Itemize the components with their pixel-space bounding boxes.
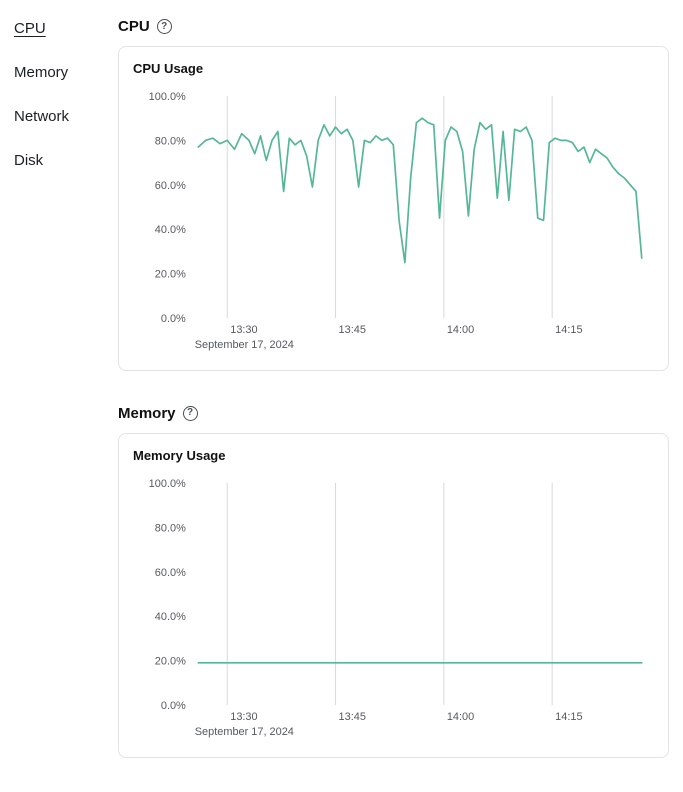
cpu-section-title: CPU: [118, 18, 150, 35]
cpu-section: CPU ? CPU Usage 0.0% 20.0% 40.0% 60.0% 80.0%…: [118, 18, 669, 371]
memory-usage-card: Memory Usage 0.0% 20.0% 40.0% 60.0% 80.0% 100…: [118, 432, 669, 758]
memory-section: Memory ? Memory Usage 0.0% 20.0% 40.0% 60.0…: [118, 405, 669, 758]
sidebar-item-cpu[interactable]: CPU: [14, 20, 46, 37]
svg-text:13:30: 13:30: [230, 711, 257, 723]
svg-text:20.0%: 20.0%: [155, 656, 186, 668]
cpu-section-header: CPU ?: [118, 18, 669, 35]
svg-text:0.0%: 0.0%: [161, 313, 186, 325]
sidebar-item-disk[interactable]: Disk: [14, 152, 44, 169]
svg-text:20.0%: 20.0%: [155, 269, 186, 281]
svg-text:0.0%: 0.0%: [161, 700, 186, 712]
sidebar-item-memory[interactable]: Memory: [14, 64, 69, 81]
svg-text:14:15: 14:15: [555, 324, 582, 336]
svg-text:60.0%: 60.0%: [155, 567, 186, 579]
svg-text:13:30: 13:30: [230, 324, 257, 336]
sidebar-item-network[interactable]: Network: [14, 108, 70, 125]
svg-text:100.0%: 100.0%: [149, 91, 186, 103]
memory-usage-card-title: Memory Usage: [133, 447, 226, 463]
cpu-usage-card-title: CPU Usage: [133, 61, 204, 76]
svg-text:14:00: 14:00: [447, 711, 474, 723]
metrics-sidebar: CPU Memory Network Disk: [14, 18, 118, 792]
svg-text:100.0%: 100.0%: [149, 478, 186, 490]
memory-section-header: Memory ?: [118, 405, 669, 422]
svg-text:80.0%: 80.0%: [155, 522, 186, 534]
svg-text:September 17, 2024: September 17, 2024: [195, 339, 294, 351]
svg-text:September 17, 2024: September 17, 2024: [195, 726, 294, 738]
memory-section-title: Memory: [118, 404, 176, 422]
metrics-main: CPU ? CPU Usage 0.0% 20.0% 40.0% 60.0% 80.0%…: [118, 18, 669, 792]
svg-text:14:15: 14:15: [555, 711, 582, 723]
cpu-usage-chart[interactable]: 0.0% 20.0% 40.0% 60.0% 80.0% 100.0% 13:30 13:45…: [131, 78, 656, 362]
svg-text:40.0%: 40.0%: [155, 224, 186, 236]
cpu-usage-card: CPU Usage 0.0% 20.0% 40.0% 60.0% 80.0% 100.0%…: [118, 46, 669, 371]
help-icon[interactable]: ?: [156, 19, 172, 34]
svg-text:80.0%: 80.0%: [155, 135, 186, 147]
help-icon[interactable]: ?: [182, 405, 198, 421]
memory-usage-chart[interactable]: 0.0% 20.0% 40.0% 60.0% 80.0% 100.0% 13:30 13:45…: [131, 465, 656, 749]
svg-text:60.0%: 60.0%: [155, 180, 186, 192]
svg-text:40.0%: 40.0%: [155, 611, 186, 623]
svg-text:13:45: 13:45: [339, 324, 366, 336]
svg-text:14:00: 14:00: [447, 324, 474, 336]
svg-text:13:45: 13:45: [339, 711, 366, 723]
